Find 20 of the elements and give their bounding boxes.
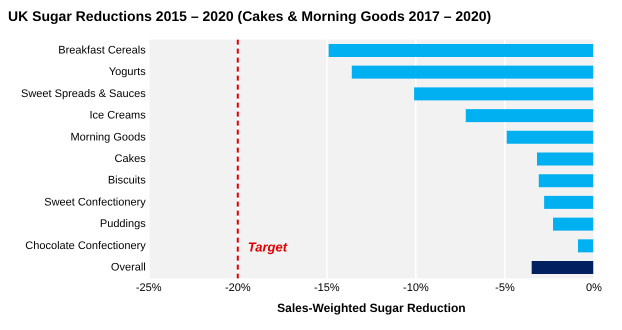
y-tick-label: Overall xyxy=(110,262,146,274)
y-tick-label: Sweet Confectionery xyxy=(44,196,146,208)
x-tick-label: -25% xyxy=(136,282,162,294)
y-tick-label: Cakes xyxy=(114,153,146,166)
y-tick-label: Ice Creams xyxy=(89,110,146,122)
y-tick-label: Yogurts xyxy=(108,66,146,78)
x-tick-label: -15% xyxy=(314,282,340,294)
chart-title: UK Sugar Reductions 2015 – 2020 (Cakes & Morning Goods 2017 – 2020) xyxy=(8,8,492,24)
y-tick-label: Biscuits xyxy=(108,174,146,187)
y-tick-label: Breakfast Cereals xyxy=(58,44,146,56)
y-tick-label: Morning Goods xyxy=(70,131,146,144)
y-tick-label: Sweet Spreads & Sauces xyxy=(20,88,146,100)
x-tick-label: -5% xyxy=(495,282,515,294)
x-tick-label: -10% xyxy=(403,282,429,294)
x-axis-title: Sales-Weighted Sugar Reduction xyxy=(277,301,466,316)
x-tick-label: -20% xyxy=(224,282,251,294)
ref-line-label: Target xyxy=(248,239,288,254)
y-tick-label: Puddings xyxy=(100,218,146,230)
y-tick-label: Chocolate Confectionery xyxy=(25,240,146,252)
x-tick-label: 0% xyxy=(586,282,602,294)
